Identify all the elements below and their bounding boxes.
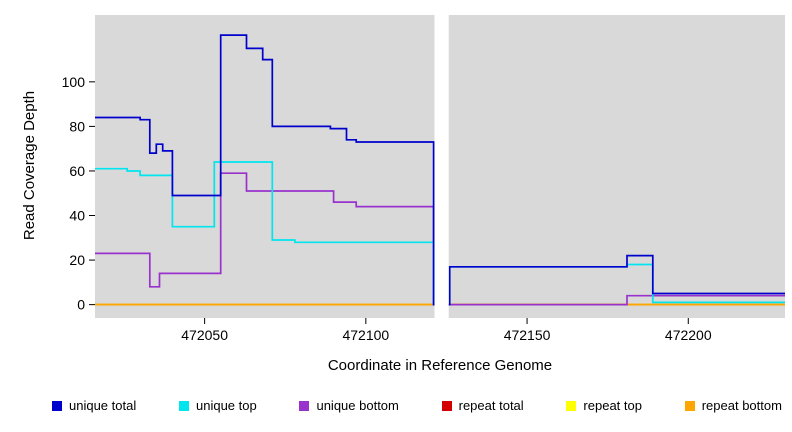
y-axis-tick-label: 100 — [62, 74, 86, 90]
series-line-unique-total — [95, 34, 785, 306]
legend-swatch-repeat-top — [566, 400, 577, 411]
x-axis-tick-label: 472150 — [504, 327, 551, 343]
legend-swatch-unique-top — [178, 400, 189, 411]
y-axis-title: Read Coverage Depth — [21, 90, 38, 241]
legend-label-repeat-top: repeat top — [583, 398, 642, 413]
legend-swatch-repeat-bottom — [684, 400, 695, 411]
y-axis-tick-label: 40 — [69, 208, 85, 224]
legend-label-repeat-bottom: repeat bottom — [701, 398, 782, 413]
missing-data-band — [434, 15, 449, 318]
legend-item-unique-top: unique top — [178, 398, 257, 413]
legend-label-unique-top: unique top — [195, 398, 257, 413]
legend-label-repeat-total: repeat total — [458, 398, 524, 413]
legend-item-unique-total: unique total — [52, 398, 136, 413]
legend-swatch-repeat-total — [441, 400, 452, 411]
x-axis-tick-label: 472200 — [665, 327, 712, 343]
y-axis-tick-label: 60 — [69, 163, 85, 179]
x-axis-tick-label: 472050 — [181, 327, 228, 343]
legend-swatch-unique-total — [52, 400, 62, 411]
x-axis-tick-label: 472100 — [342, 327, 389, 343]
legend-swatch-unique-bottom — [299, 400, 310, 411]
legend-item-repeat-total: repeat total — [441, 398, 524, 413]
legend-item-unique-bottom: unique bottom — [299, 398, 399, 413]
y-axis-tick-label: 0 — [77, 297, 85, 313]
legend-item-repeat-top: repeat top — [566, 398, 642, 413]
series-line-unique-bottom — [95, 172, 785, 306]
legend-label-unique-bottom: unique bottom — [316, 398, 399, 413]
x-axis-title: Coordinate in Reference Genome — [327, 357, 553, 374]
y-axis-tick-label: 20 — [69, 252, 85, 268]
legend: unique total unique top unique bottom repea… — [52, 398, 782, 413]
legend-label-unique-total: unique total — [69, 398, 137, 413]
y-axis-tick-label: 80 — [69, 118, 85, 134]
legend-item-repeat-bottom: repeat bottom — [684, 398, 782, 413]
